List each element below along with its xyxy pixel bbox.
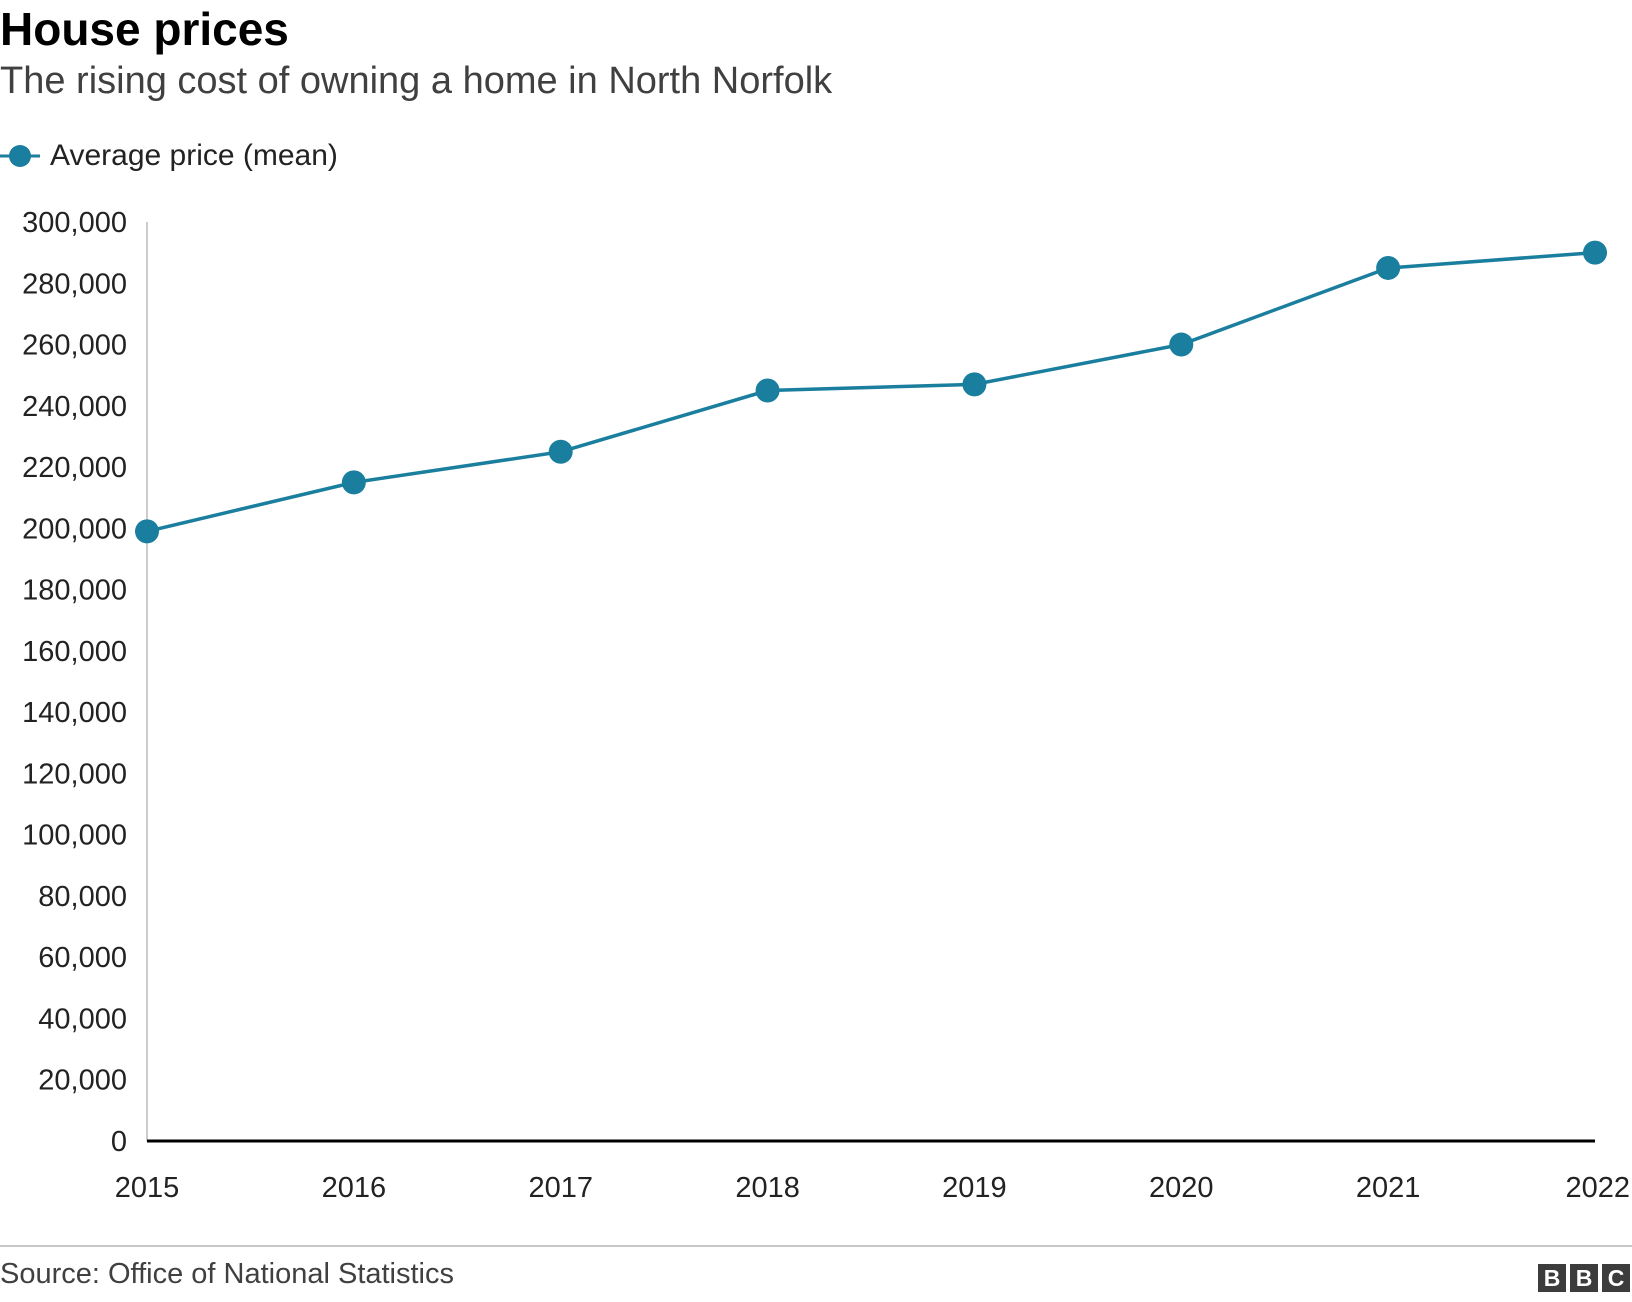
y-tick-label: 80,000 [38, 881, 127, 913]
x-tick-label: 2020 [1149, 1172, 1214, 1204]
y-tick-label: 120,000 [22, 758, 127, 790]
y-tick-label: 60,000 [38, 942, 127, 974]
y-tick-label: 100,000 [22, 820, 127, 852]
data-point [1583, 240, 1607, 265]
bbc-logo-letter: C [1602, 1264, 1630, 1292]
chart-title: House prices [0, 3, 289, 55]
bbc-logo-letter: B [1538, 1264, 1566, 1292]
series-line-average-price [146, 250, 1596, 534]
x-tick-label: 2017 [528, 1172, 593, 1204]
y-axis-ticks: 0 20,000 40,000 60,000 80,000 100,000 120,000 1… [22, 207, 127, 1158]
y-tick-label: 160,000 [22, 636, 127, 668]
bbc-logo-letter: B [1570, 1264, 1598, 1292]
legend-label: Average price (mean) [50, 139, 338, 172]
y-tick-label: 20,000 [38, 1065, 127, 1097]
y-tick-label: 0 [111, 1126, 127, 1158]
x-axis-ticks: 2015 2016 2017 2018 2019 2020 2021 2022 [115, 1172, 1630, 1204]
data-point [755, 378, 780, 403]
y-tick-label: 200,000 [22, 513, 127, 545]
y-tick-label: 240,000 [22, 391, 127, 423]
y-tick-label: 180,000 [22, 575, 127, 607]
data-point [1376, 255, 1401, 280]
chart-subtitle: The rising cost of owning a home in Nort… [0, 60, 833, 102]
data-point [962, 372, 987, 397]
legend-line-marker-icon [0, 145, 40, 167]
y-tick-label: 280,000 [22, 268, 127, 300]
y-tick-label: 140,000 [22, 697, 127, 729]
x-tick-label: 2015 [115, 1172, 180, 1204]
x-tick-label: 2018 [735, 1172, 800, 1204]
y-tick-label: 300,000 [22, 207, 127, 239]
x-tick-label: 2019 [942, 1172, 1007, 1204]
y-tick-label: 40,000 [38, 1003, 127, 1035]
x-tick-label: 2016 [322, 1172, 387, 1204]
data-point [548, 439, 573, 464]
source-note: Source: Office of National Statistics [0, 1258, 455, 1290]
legend: Average price (mean) [0, 134, 338, 178]
footer-divider [0, 1245, 1632, 1247]
x-tick-label: 2022 [1565, 1172, 1630, 1204]
data-point [135, 519, 159, 544]
bbc-logo: B B C [1538, 1264, 1630, 1292]
data-point [341, 470, 366, 495]
data-point [1169, 332, 1194, 357]
series-points [135, 240, 1607, 544]
x-tick-label: 2021 [1356, 1172, 1421, 1204]
y-tick-label: 260,000 [22, 330, 127, 362]
y-tick-label: 220,000 [22, 452, 127, 484]
